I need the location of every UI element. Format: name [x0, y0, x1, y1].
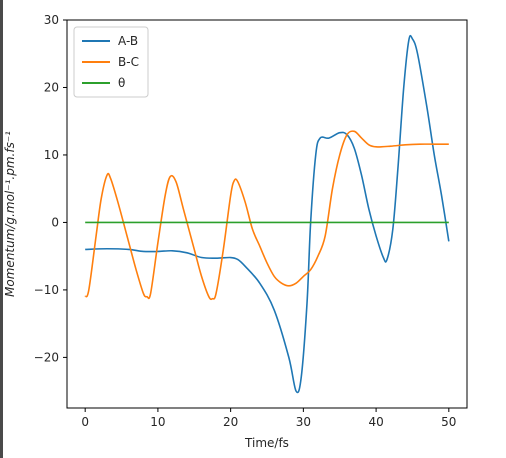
y-tick-label: −10 — [34, 283, 59, 297]
legend-box — [73, 26, 149, 98]
y-tick-label: −20 — [34, 350, 59, 364]
y-axis: −20 −10 0 10 20 30 — [34, 13, 67, 364]
y-tick-label: 30 — [44, 13, 59, 27]
x-tick-label: 10 — [150, 415, 165, 429]
y-tick-label: 20 — [44, 80, 59, 94]
series-line-1 — [84, 130, 449, 301]
legend-label-0: A-B — [118, 34, 138, 48]
y-tick-label: 10 — [44, 148, 59, 162]
series-layer — [84, 34, 450, 394]
y-tick-label: 0 — [51, 215, 59, 229]
x-axis: 0 10 20 30 40 50 — [81, 408, 456, 429]
legend-label-2: θ — [118, 76, 125, 90]
legend: A-B B-C θ — [73, 26, 149, 98]
window-edge-strip — [0, 0, 3, 458]
x-tick-label: 30 — [296, 415, 311, 429]
y-axis-label: Momentum/g.mol⁻¹.pm.fs⁻¹ — [3, 131, 17, 297]
x-tick-label: 40 — [368, 415, 383, 429]
legend-label-1: B-C — [118, 55, 139, 69]
x-tick-label: 0 — [81, 415, 89, 429]
axes-frame — [66, 19, 468, 409]
x-tick-label: 20 — [223, 415, 238, 429]
x-tick-label: 50 — [441, 415, 456, 429]
x-axis-label: Time/fs — [244, 436, 289, 450]
